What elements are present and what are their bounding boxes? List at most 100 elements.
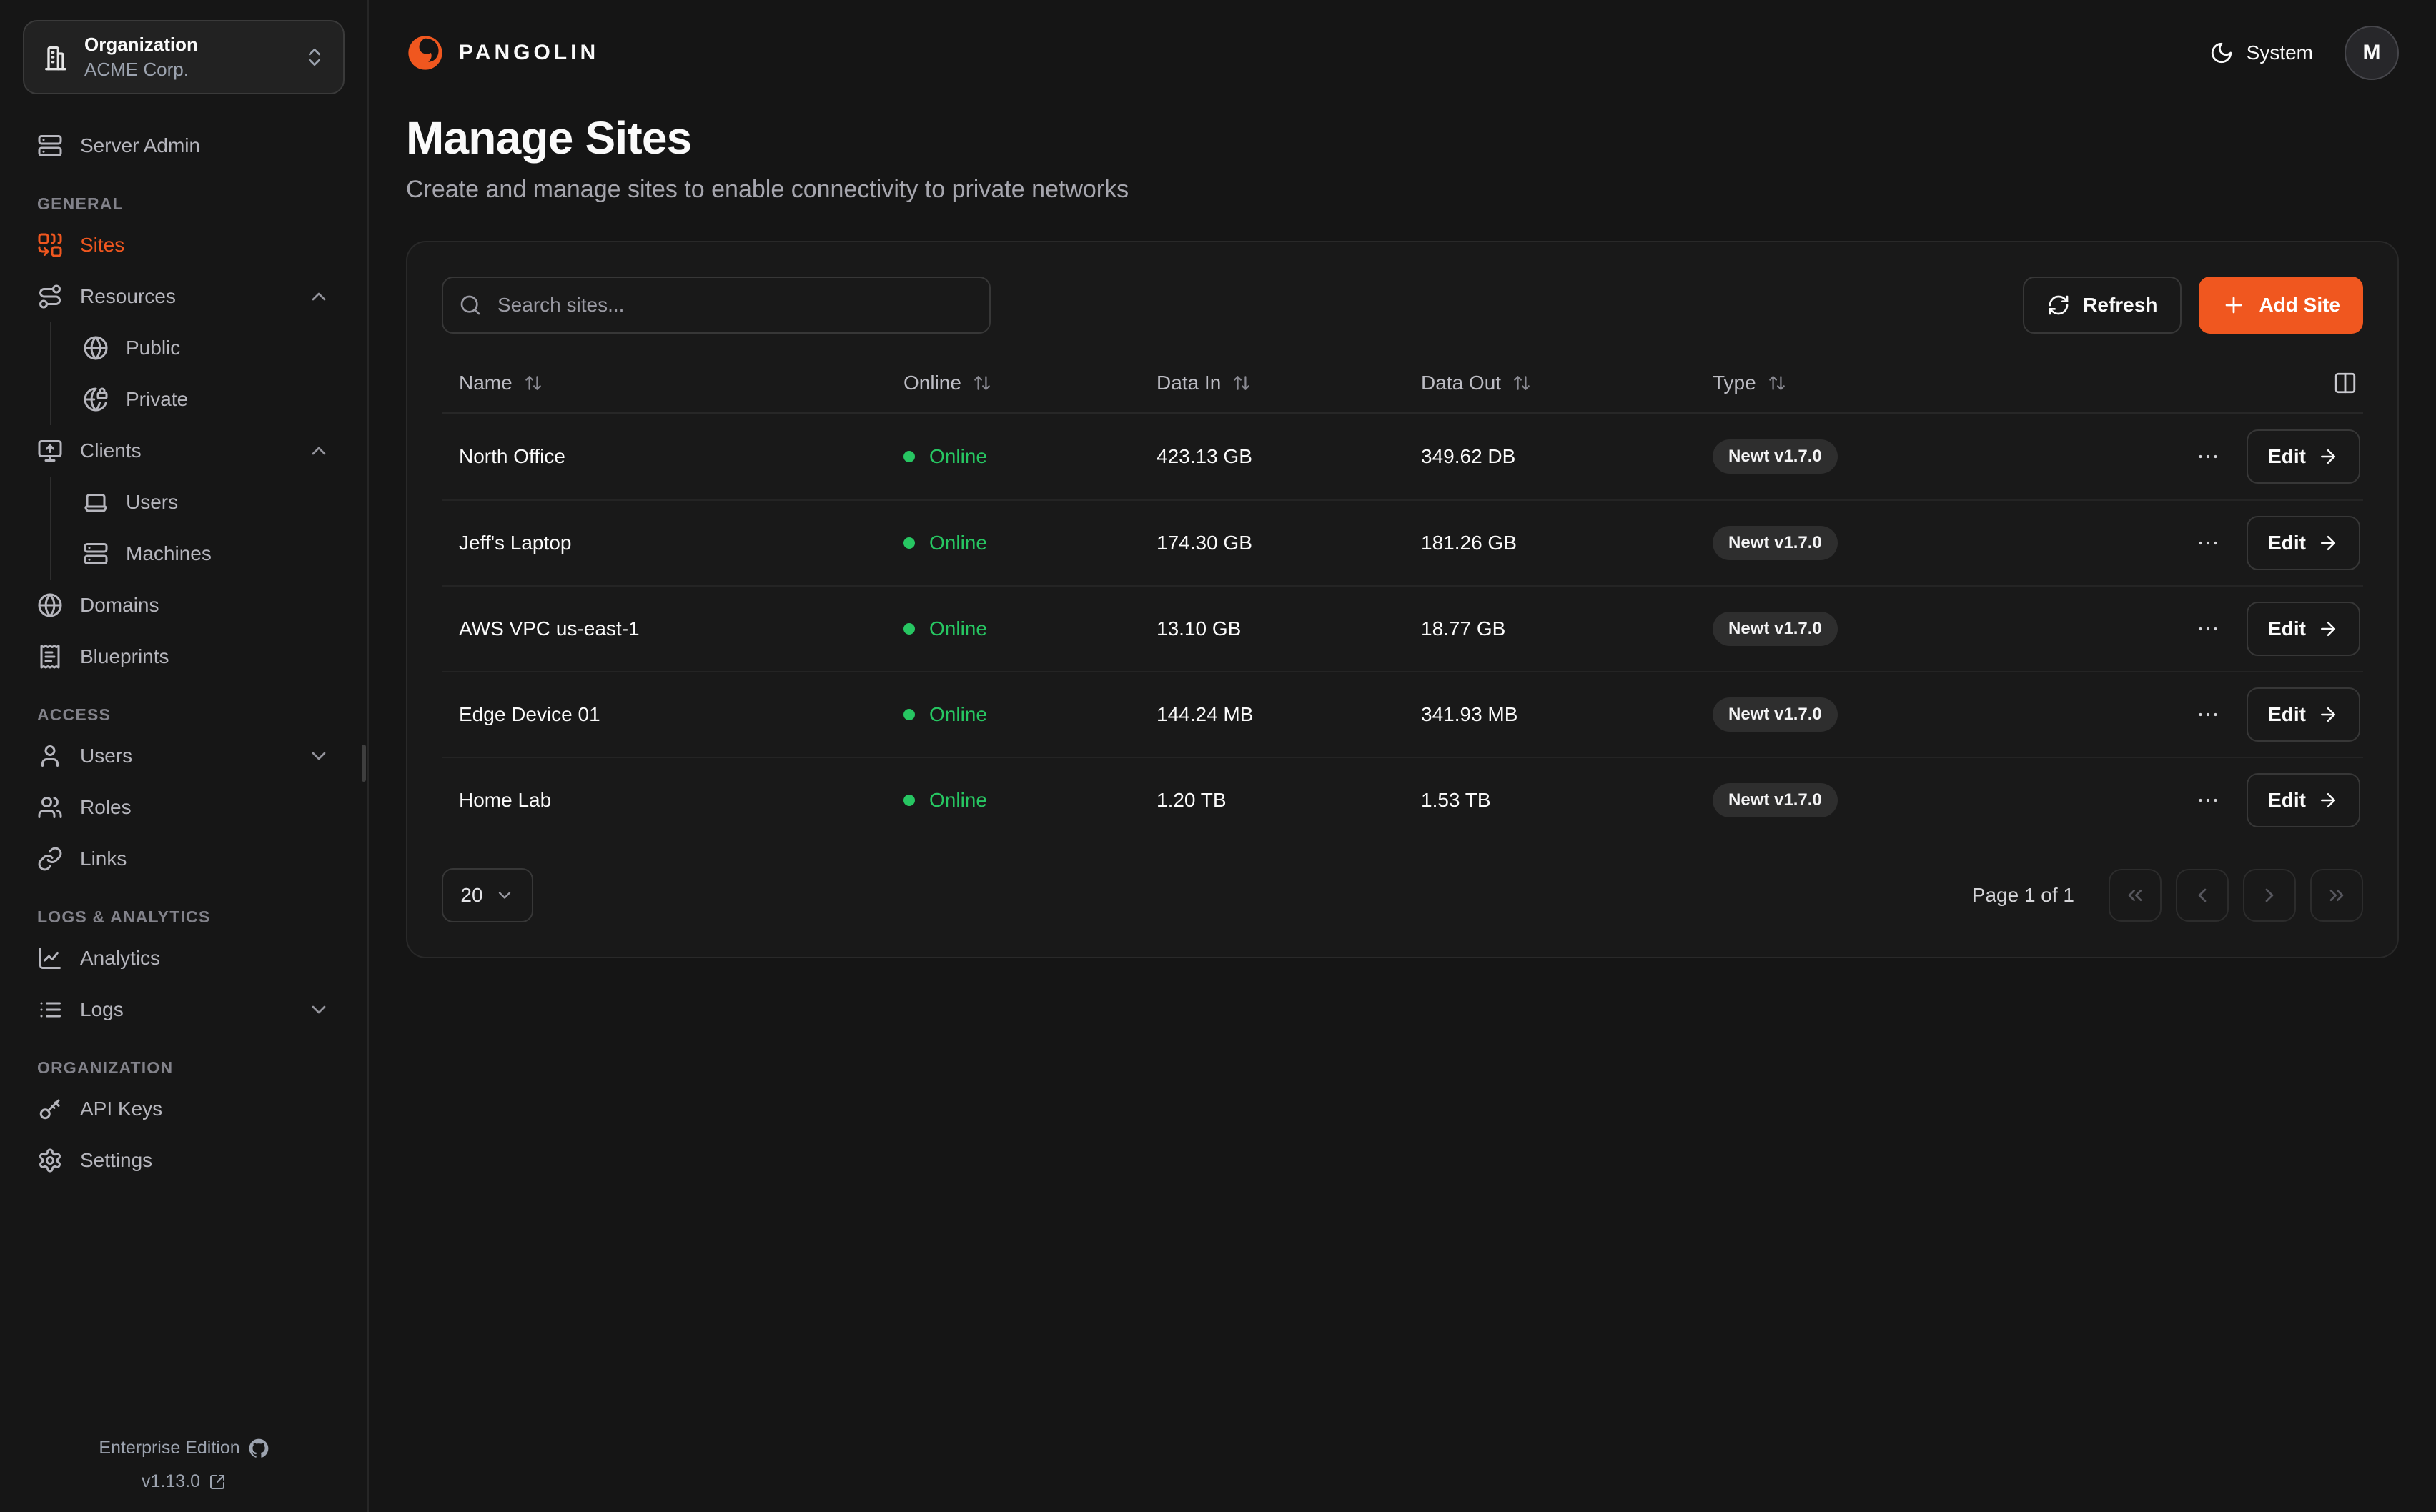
page-subtitle: Create and manage sites to enable connec… [406, 176, 1129, 203]
sidebar-item-public[interactable]: Public [51, 322, 345, 374]
online-dot-icon [903, 451, 915, 462]
theme-toggle[interactable]: System [2209, 41, 2313, 65]
column-header-online[interactable]: Online [886, 372, 1139, 394]
server-icon [84, 543, 108, 564]
section-label-logs-analytics: LOGS & ANALYTICS [37, 907, 211, 926]
arrow-up-down-icon [1768, 376, 1785, 390]
column-label: Name [459, 372, 513, 394]
site-name: Home Lab [459, 789, 552, 811]
sidebar-item-blueprints[interactable]: Blueprints [23, 631, 345, 682]
chevron-down-icon [312, 1005, 326, 1014]
section-label-access: ACCESS [37, 705, 112, 724]
chevrons-up-down-icon [309, 49, 320, 66]
sidebar-item-clients[interactable]: Clients [23, 425, 345, 477]
chevrons-right-icon [2329, 890, 2344, 901]
type-badge: Newt v1.7.0 [1713, 612, 1838, 646]
type-badge: Newt v1.7.0 [1713, 526, 1838, 560]
sidebar-item-logs[interactable]: Logs [23, 984, 345, 1035]
user-icon [41, 745, 59, 767]
sidebar-item-users[interactable]: Users [23, 730, 345, 782]
version-line[interactable]: v1.13.0 [0, 1471, 367, 1492]
sidebar-item-label: Server Admin [80, 134, 201, 156]
next-page-button[interactable] [2243, 869, 2296, 922]
org-switcher-label: Organization [84, 34, 198, 55]
add-site-button[interactable]: Add Site [2199, 277, 2363, 334]
sidebar-item-machines[interactable]: Machines [51, 528, 345, 580]
sidebar-item-sites[interactable]: Sites [23, 219, 345, 271]
edit-button[interactable]: Edit [2247, 773, 2360, 827]
column-header-data-out[interactable]: Data Out [1404, 372, 1695, 394]
sidebar: Organization ACME Corp. Server Admin GEN… [0, 0, 369, 1512]
sidebar-item-domains[interactable]: Domains [23, 580, 345, 631]
columns-icon [2334, 372, 2356, 394]
sidebar-item-api-keys[interactable]: API Keys [23, 1083, 345, 1135]
row-menu-button[interactable] [2195, 787, 2221, 813]
sidebar-item-links[interactable]: Links [23, 833, 345, 885]
list-icon [40, 1002, 61, 1018]
sidebar-item-label: Public [126, 337, 181, 359]
brand-name: PANGOLIN [459, 41, 600, 64]
last-page-button[interactable] [2310, 869, 2363, 922]
row-menu-button[interactable] [2195, 530, 2221, 556]
arrow-up-down-icon [1234, 376, 1250, 390]
site-name: Edge Device 01 [459, 703, 600, 725]
row-menu-button[interactable] [2195, 702, 2221, 727]
ellipsis-icon [2199, 712, 2217, 717]
edition-line[interactable]: Enterprise Edition [0, 1438, 367, 1458]
column-header-data-in[interactable]: Data In [1139, 372, 1404, 394]
server-icon [38, 135, 62, 156]
status-label: Online [929, 703, 987, 725]
site-type: Newt v1.7.0 [1695, 612, 2039, 646]
page-title: Manage Sites [406, 112, 692, 164]
table-header-row: Name Online Data In Data Out [442, 354, 2363, 414]
sidebar-item-settings[interactable]: Settings [23, 1135, 345, 1186]
topbar-right: System M [2209, 26, 2399, 80]
sidebar-item-label: Sites [80, 234, 125, 256]
main-area: PANGOLIN System M Manage Sites Create an… [369, 0, 2436, 1512]
sites-icon [38, 233, 62, 257]
sidebar-item-client-users[interactable]: Users [51, 477, 345, 528]
org-switcher[interactable]: Organization ACME Corp. [23, 20, 345, 94]
edit-button[interactable]: Edit [2247, 687, 2360, 742]
search-input[interactable] [442, 277, 991, 334]
table-row: Edge Device 01 Online 144.24 MB 341.93 M… [442, 671, 2363, 757]
sites-table: Name Online Data In Data Out [442, 354, 2363, 842]
site-type: Newt v1.7.0 [1695, 526, 2039, 560]
chevron-up-icon [312, 292, 326, 301]
sidebar-item-label: Roles [80, 796, 132, 818]
edit-label: Edit [2268, 617, 2306, 640]
previous-page-button[interactable] [2176, 869, 2229, 922]
refresh-button[interactable]: Refresh [2023, 277, 2182, 334]
sidebar-item-roles[interactable]: Roles [23, 782, 345, 833]
edit-button[interactable]: Edit [2247, 516, 2360, 570]
page-size-select[interactable]: 20 [442, 868, 533, 922]
section-label-general: GENERAL [37, 194, 124, 213]
column-header-type[interactable]: Type [1695, 372, 2039, 394]
brand[interactable]: PANGOLIN [406, 34, 599, 72]
sidebar-item-server-admin[interactable]: Server Admin [23, 120, 345, 171]
first-page-button[interactable] [2109, 869, 2162, 922]
sidebar-scrollbar-thumb[interactable] [362, 745, 366, 782]
column-header-name[interactable]: Name [442, 372, 886, 394]
key-icon [39, 1099, 60, 1120]
avatar[interactable]: M [2345, 26, 2399, 80]
sidebar-item-analytics[interactable]: Analytics [23, 932, 345, 984]
sidebar-item-label: Machines [126, 542, 212, 564]
sidebar-item-label: API Keys [80, 1098, 163, 1120]
page-header: Manage Sites Create and manage sites to … [369, 106, 2436, 204]
column-visibility-toggle[interactable] [2039, 371, 2363, 395]
site-name: Jeff's Laptop [459, 532, 572, 554]
sidebar-item-private[interactable]: Private [51, 374, 345, 425]
arrow-right-icon [2321, 536, 2335, 550]
table-row: Jeff's Laptop Online 174.30 GB 181.26 GB… [442, 499, 2363, 585]
link-icon [38, 847, 62, 871]
arrow-right-icon [2321, 793, 2335, 807]
chart-line-icon [39, 948, 61, 969]
edit-button[interactable]: Edit [2247, 602, 2360, 656]
clients-sub-list: Users Machines [50, 477, 345, 580]
edit-button[interactable]: Edit [2247, 429, 2360, 484]
row-menu-button[interactable] [2195, 444, 2221, 469]
row-menu-button[interactable] [2195, 616, 2221, 642]
pagination: 20 Page 1 of 1 [442, 868, 2363, 922]
sidebar-item-resources[interactable]: Resources [23, 271, 345, 322]
